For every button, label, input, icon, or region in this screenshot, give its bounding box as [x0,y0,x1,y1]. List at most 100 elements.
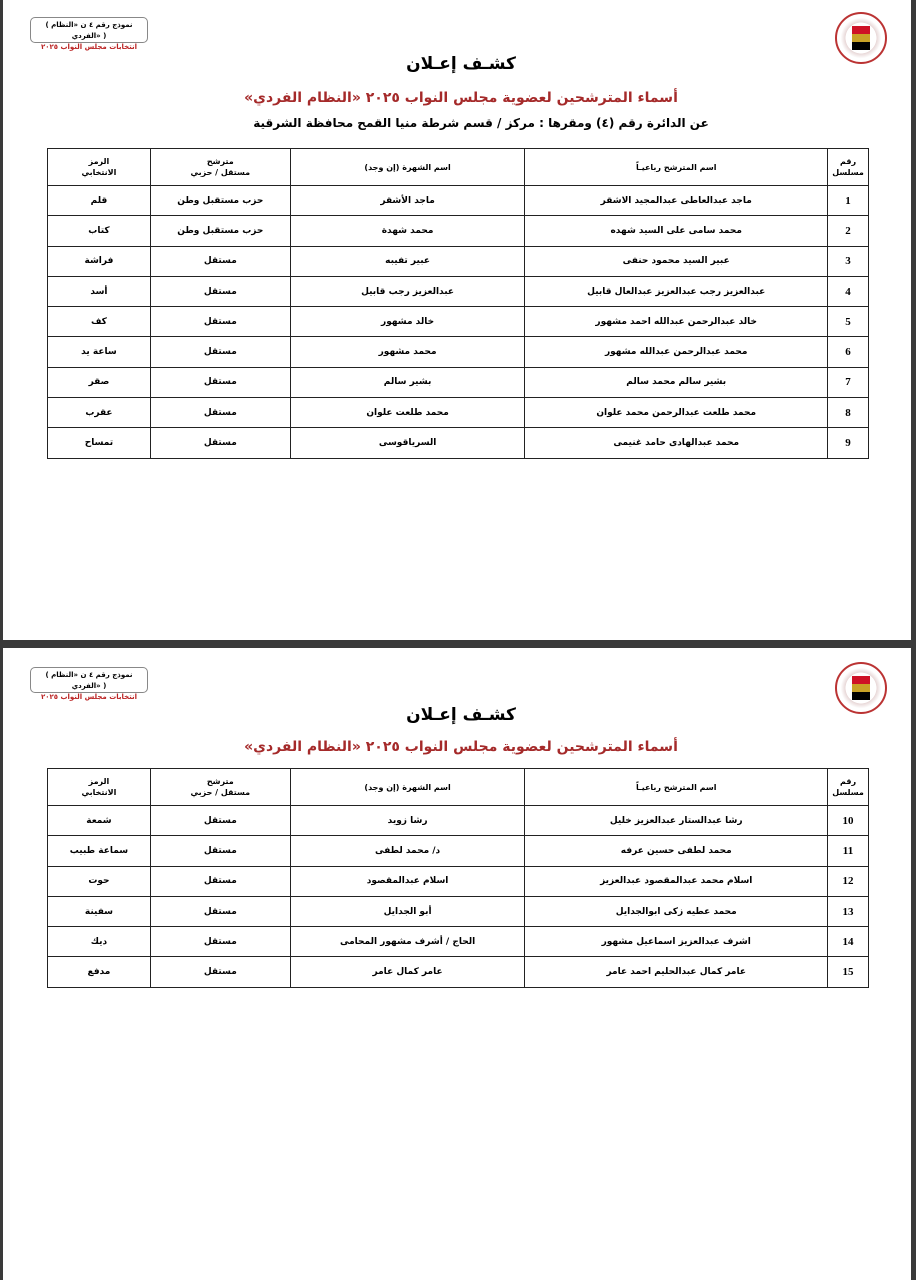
affiliation-cell: مستقل [149,956,291,988]
page-2: ( نموذج رقم ٤ ن «النظام الفردي» ) انتخاب… [3,648,911,1280]
affiliation-cell: مستقل [149,804,291,837]
affiliation-cell: مستقل [149,275,291,308]
nickname-cell: عبير تفيبه [289,245,526,277]
full-name-cell: محمد سامى على السيد شهده [524,215,829,247]
affiliation-cell: مستقل [149,926,291,958]
table-row: 7 بشير سالم محمد سالم بشير سالم مستقل صقر [47,366,869,399]
column-header: اسم الشهرة (إن وجد) [289,768,526,806]
column-header: مترشح مستقل / حزبي [149,148,291,186]
full-name-cell: عامر كمال عبدالحليم احمد عامر [524,956,829,988]
full-name-cell: محمد عطيه زكى ابوالجدايل [524,895,829,928]
serial-cell: 10 [827,804,869,837]
symbol-cell: تمساح [47,427,151,459]
affiliation-cell: مستقل [149,366,291,399]
affiliation-cell: مستقل [149,835,291,867]
full-name-cell: عبير السيد محمود حنفى [524,245,829,277]
symbol-cell: فراشة [47,245,151,277]
page-subtitle: أسماء المترشحين لعضوية مجلس النواب ٢٠٢٥ … [244,739,678,755]
nickname-cell: عبدالعزيز رجب قابيل [289,275,526,308]
table-row: 14 اشرف عبدالعزيز اسماعيل مشهور الحاج / أش… [47,926,869,958]
emblem-logo [835,662,887,714]
nickname-cell: الحاج / أشرف مشهور المحامى [289,926,526,958]
district-line: عن الدائرة رقم (٤) ومقرها : مركز / قسم ش… [253,116,709,130]
page-1: ( نموذج رقم ٤ ن «النظام الفردي» ) انتخاب… [3,0,911,640]
serial-cell: 5 [827,306,869,338]
symbol-cell: عقرب [47,397,151,429]
form-number-box: ( نموذج رقم ٤ ن «النظام الفردي» ) انتخاب… [30,17,148,51]
column-header: الرمز الانتخابي [47,768,151,806]
nickname-cell: محمد مشهور [289,336,526,368]
table-row: 5 خالد عبدالرحمن عبدالله احمد مشهور خالد م… [47,306,869,338]
affiliation-cell: حزب مستقبل وطن [149,184,291,217]
full-name-cell: محمد عبدالهادى حامد غنيمى [524,427,829,459]
table-row: 6 محمد عبدالرحمن عبدالله مشهور محمد مشهور م… [47,336,869,368]
table-row: 2 محمد سامى على السيد شهده محمد شهدة حزب مس… [47,215,869,247]
symbol-cell: شمعة [47,804,151,837]
form-number-box: ( نموذج رقم ٤ ن «النظام الفردي» ) انتخاب… [30,667,148,701]
full-name-cell: محمد طلعت عبدالرحمن محمد علوان [524,397,829,429]
eagle-flag-icon [852,676,870,700]
full-name-cell: عبدالعزيز رجب عبدالعزيز عبدالعال قابيل [524,275,829,308]
serial-cell: 15 [827,956,869,988]
page-title: كشـف إعـلان [406,54,516,74]
full-name-cell: بشير سالم محمد سالم [524,366,829,399]
nickname-cell: رشا زويد [289,804,526,837]
full-name-cell: محمد عبدالرحمن عبدالله مشهور [524,336,829,368]
candidates-table-2: رقم مسلسل اسم المترشح رباعيـاً اسم الشهرة… [47,768,869,988]
nickname-cell: أبو الجدايل [289,895,526,928]
nickname-cell: ماجد الأشقر [289,184,526,217]
column-header: رقم مسلسل [827,768,869,806]
symbol-cell: ديك [47,926,151,958]
column-header: الرمز الانتخابي [47,148,151,186]
column-header: رقم مسلسل [827,148,869,186]
serial-cell: 13 [827,895,869,928]
table-row: 12 اسلام محمد عبدالمقصود عبدالعزيز اسلام ع… [47,865,869,897]
emblem-logo [835,12,887,64]
table-header: رقم مسلسل اسم المترشح رباعيـاً اسم الشهرة… [47,148,869,186]
symbol-cell: حوت [47,865,151,897]
table-row: 8 محمد طلعت عبدالرحمن محمد علوان محمد طلعت… [47,397,869,429]
table-row: 9 محمد عبدالهادى حامد غنيمى السرياقوسى مستق… [47,427,869,459]
election-name: انتخابات مجلس النواب ٢٠٢٥ [40,693,138,701]
full-name-cell: محمد لطفى حسين عرفه [524,835,829,867]
affiliation-cell: مستقل [149,865,291,897]
full-name-cell: اشرف عبدالعزيز اسماعيل مشهور [524,926,829,958]
candidates-table-1: رقم مسلسل اسم المترشح رباعيـاً اسم الشهرة… [47,148,869,459]
nickname-cell: بشير سالم [289,366,526,399]
symbol-cell: قلم [47,184,151,217]
affiliation-cell: مستقل [149,245,291,277]
symbol-cell: كتاب [47,215,151,247]
serial-cell: 12 [827,865,869,897]
symbol-cell: سفينة [47,895,151,928]
full-name-cell: ماجد عبدالعاطى عبدالمجيد الاشقر [524,184,829,217]
table-row: 11 محمد لطفى حسين عرفه د/ محمد لطفى مستقل سم… [47,835,869,867]
symbol-cell: مدفع [47,956,151,988]
nickname-cell: خالد مشهور [289,306,526,338]
serial-cell: 11 [827,835,869,867]
affiliation-cell: مستقل [149,306,291,338]
affiliation-cell: مستقل [149,427,291,459]
full-name-cell: اسلام محمد عبدالمقصود عبدالعزيز [524,865,829,897]
election-name: انتخابات مجلس النواب ٢٠٢٥ [40,43,138,51]
affiliation-cell: مستقل [149,895,291,928]
nickname-cell: محمد طلعت علوان [289,397,526,429]
table-row: 4 عبدالعزيز رجب عبدالعزيز عبدالعال قابيل ع… [47,275,869,308]
table-header: رقم مسلسل اسم المترشح رباعيـاً اسم الشهرة… [47,768,869,806]
nickname-cell: اسلام عبدالمقصود [289,865,526,897]
serial-cell: 3 [827,245,869,277]
table-row: 10 رشا عبدالستار عبدالعزيز خليل رشا زويد مس… [47,804,869,837]
full-name-cell: خالد عبدالرحمن عبدالله احمد مشهور [524,306,829,338]
affiliation-cell: مستقل [149,397,291,429]
symbol-cell: أسد [47,275,151,308]
column-header: اسم المترشح رباعيـاً [524,148,829,186]
column-header: مترشح مستقل / حزبي [149,768,291,806]
nickname-cell: عامر كمال عامر [289,956,526,988]
eagle-flag-icon [852,26,870,50]
nickname-cell: د/ محمد لطفى [289,835,526,867]
nickname-cell: السرياقوسى [289,427,526,459]
form-number: ( نموذج رقم ٤ ن «النظام الفردي» ) [45,671,133,690]
serial-cell: 7 [827,366,869,399]
serial-cell: 4 [827,275,869,308]
affiliation-cell: حزب مستقبل وطن [149,215,291,247]
page-title: كشـف إعـلان [406,705,516,725]
